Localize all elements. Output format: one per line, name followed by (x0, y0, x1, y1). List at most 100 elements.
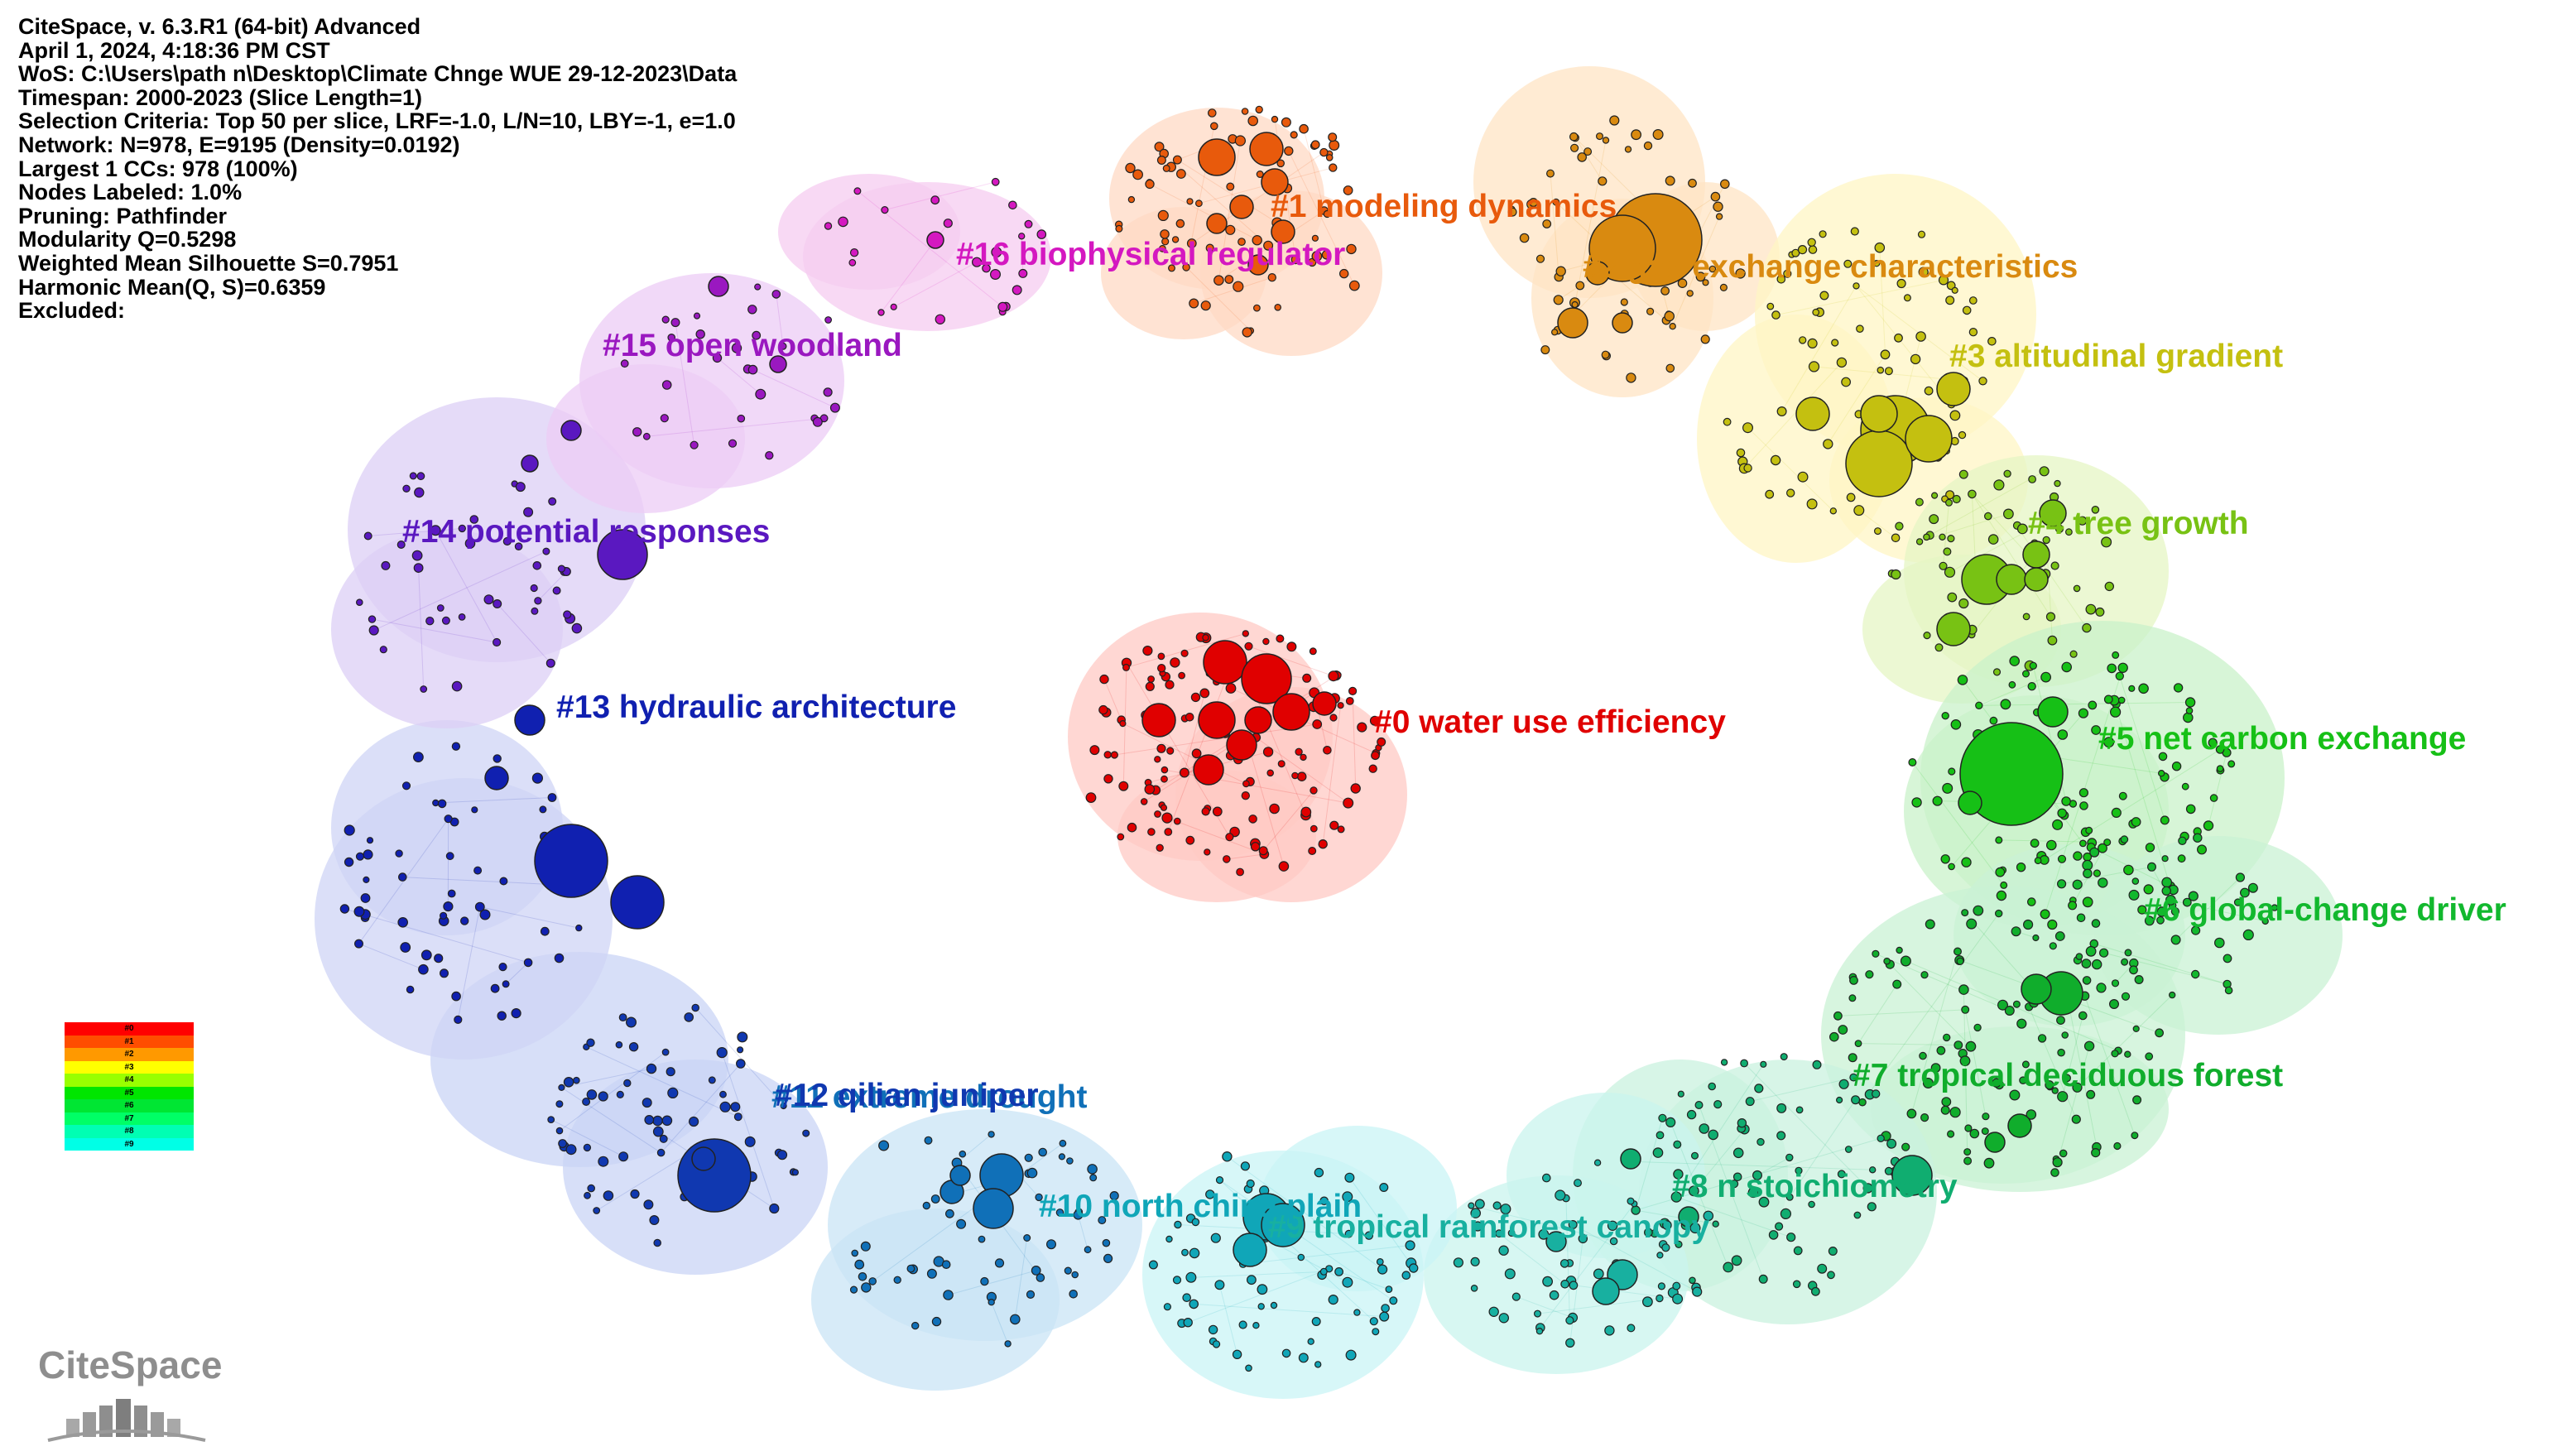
cluster-10-node (1210, 1233, 1221, 1243)
cluster-2-node (1598, 176, 1607, 186)
network-edge (1167, 656, 1235, 833)
cluster-1-node (1210, 122, 1218, 131)
cluster-1-node (1175, 219, 1185, 228)
cluster-5-node (2030, 839, 2040, 848)
cluster-7-node (1981, 1127, 1989, 1136)
cluster-9-node (1498, 1313, 1510, 1324)
cluster-8-node (1686, 1109, 1697, 1120)
cluster-16-node (971, 257, 983, 267)
cluster-3-node (1987, 336, 1997, 346)
cluster-11-node (943, 1290, 954, 1300)
cluster-6-node (2239, 887, 2250, 898)
cluster-12-node (688, 1116, 699, 1127)
cluster-6-node (2076, 913, 2086, 923)
cluster-4-node (1987, 534, 1999, 545)
cluster-10-node (1319, 1267, 1328, 1276)
cluster-6-node (2161, 886, 2171, 896)
network-edge (1905, 960, 2119, 1051)
cluster-7-node (1963, 1156, 1973, 1165)
cluster-16-node (989, 269, 1001, 281)
cluster-9-node (1495, 1229, 1503, 1238)
cluster-9-node (1498, 1245, 1509, 1256)
cluster-13-node (439, 968, 449, 978)
cluster-5-node (1941, 712, 1949, 720)
cluster-0-node (1156, 743, 1166, 753)
network-edge (717, 357, 762, 395)
cluster-7-node (2155, 1028, 2165, 1038)
cluster-13-node (353, 906, 365, 917)
cluster-8-node (1793, 1246, 1803, 1256)
cluster-2-node (1575, 281, 1585, 291)
cluster-13-node (397, 917, 408, 928)
network-edge (373, 550, 547, 631)
cluster-11-node (941, 1260, 951, 1269)
cluster-4-node (1895, 521, 1904, 531)
cluster-5-node (2177, 854, 2186, 863)
cluster-6-node (2128, 889, 2140, 901)
cluster-2-node (1677, 278, 1688, 288)
cluster-7-node (1900, 955, 1911, 967)
cluster-8-node (1786, 1233, 1796, 1242)
cluster-7-node (2134, 974, 2144, 984)
cluster-1-node (1205, 243, 1214, 252)
cluster-7-node (2091, 1147, 2101, 1158)
cluster-4-node (2045, 612, 2056, 622)
cluster-12-node (644, 1114, 655, 1125)
network-edge (1889, 963, 1972, 1047)
cluster-0-node (1329, 714, 1338, 722)
cluster-14-node (381, 560, 391, 570)
cluster-13-node (432, 799, 440, 807)
cluster-7-node (2019, 1076, 2027, 1084)
cluster-10-node (1379, 1311, 1390, 1322)
network-edge (1574, 140, 1607, 305)
cluster-0-node (1308, 846, 1317, 855)
cluster-7-node (2121, 958, 2129, 966)
cluster-12-node (691, 1146, 716, 1171)
network-edge (1978, 676, 2046, 706)
cluster-3-node (1853, 505, 1865, 517)
cluster-6-node (2242, 929, 2254, 941)
cluster-0-node (1203, 640, 1247, 685)
network-edge (1014, 1237, 1028, 1319)
cluster-2-node (1715, 213, 1723, 220)
cluster-3-node (1812, 308, 1820, 316)
cluster-7-node (1833, 1011, 1843, 1021)
cluster-14-node (416, 472, 425, 481)
cluster-14-node (469, 515, 479, 524)
cluster-13-node (547, 793, 557, 802)
cluster-6-node (2214, 937, 2225, 949)
cluster-0-node (1161, 766, 1169, 774)
cluster-0-node (1337, 702, 1344, 709)
cluster-15-node (823, 387, 833, 397)
cluster-label: #6 global-change driver (2144, 892, 2506, 928)
info-line: CiteSpace, v. 6.3.R1 (64-bit) Advanced (18, 14, 421, 39)
cluster-3-node (1945, 490, 1955, 500)
cluster-7-node (1920, 1112, 1929, 1122)
cluster-4-node (1958, 598, 1969, 609)
cluster-15-node (708, 276, 729, 297)
cluster-1-node (1154, 142, 1165, 152)
logo-icon (47, 1399, 206, 1442)
cluster-10-node (1401, 1271, 1411, 1280)
cluster-3-node (1850, 227, 1859, 236)
cluster-13-node (454, 1015, 463, 1025)
cluster-2-node (1660, 286, 1670, 296)
cluster-5-node (2157, 770, 2165, 777)
cluster-1-node (1311, 234, 1319, 242)
cluster-15-node (755, 388, 766, 400)
legend-swatch: #8 (65, 1125, 194, 1138)
cluster-5-node (2112, 651, 2120, 659)
cluster-5-node (2078, 839, 2087, 848)
cluster-3-node (1807, 338, 1818, 348)
cluster-0-node (1127, 822, 1137, 833)
network-edge (1498, 1233, 1565, 1285)
cluster-4-node (1929, 514, 1939, 525)
cluster-14-node (571, 622, 583, 634)
cluster-6-node (2098, 877, 2108, 888)
cluster-13-node (444, 814, 453, 824)
cluster-3-node (1797, 471, 1809, 483)
logo-text: CiteSpace (38, 1343, 223, 1386)
cluster-5-node (2103, 839, 2112, 847)
cluster-11-node (860, 1241, 871, 1252)
cluster-8-node (1851, 1095, 1861, 1105)
